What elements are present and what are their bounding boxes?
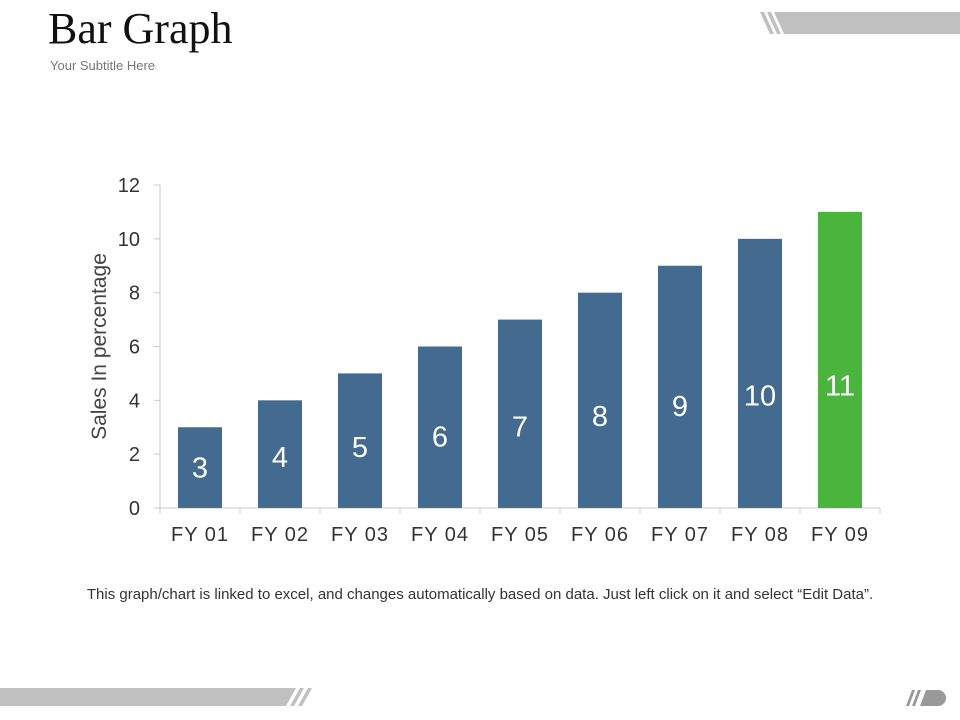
bar-data-label: 3 [192, 452, 208, 484]
bar-data-label: 8 [592, 401, 608, 433]
bar-chart: 0 2 4 6 8 10 12 Sales In percentage 3 FY 01 4 FY 02… [88, 175, 881, 546]
x-category-label: FY 04 [411, 524, 469, 546]
bar [178, 427, 222, 508]
x-category-label: FY 03 [331, 524, 389, 546]
bar [258, 400, 302, 508]
y-tick-label: 0 [129, 498, 140, 520]
bar [658, 265, 702, 508]
bar-data-label: 7 [512, 411, 528, 443]
y-tick-label: 12 [118, 175, 140, 197]
y-tick-label: 4 [129, 390, 140, 412]
bar [418, 346, 462, 508]
x-category-label: FY 09 [811, 524, 869, 546]
bar-data-label: 10 [744, 381, 776, 413]
y-axis-title: Sales In percentage [88, 253, 111, 440]
bar-data-label: 9 [672, 391, 688, 423]
y-tick-label: 6 [129, 337, 140, 359]
y-tick-label: 8 [129, 283, 140, 305]
bar [738, 238, 782, 509]
bar [338, 373, 382, 508]
x-category-label: FY 02 [251, 524, 309, 546]
bar [578, 292, 622, 508]
y-tick-label: 2 [129, 444, 140, 466]
bar-data-label: 11 [825, 370, 855, 402]
page-subtitle: Your Subtitle Here [50, 58, 156, 73]
page-title: Bar Graph [48, 4, 233, 53]
bar-data-label: 6 [432, 422, 448, 454]
y-tick-label: 10 [118, 229, 140, 251]
bar-data-label: 5 [352, 432, 368, 464]
x-category-label: FY 07 [651, 524, 709, 546]
x-category-label: FY 06 [571, 524, 629, 546]
x-category-label: FY 01 [171, 524, 229, 546]
bar-data-label: 4 [272, 442, 288, 474]
x-category-label: FY 05 [491, 524, 549, 546]
bar [818, 211, 862, 508]
bar [498, 319, 542, 508]
header-stripe-decoration [760, 12, 960, 34]
footnote: This graph/chart is linked to excel, and… [86, 586, 874, 603]
footer-stripe-decoration [0, 688, 312, 706]
x-category-label: FY 08 [731, 524, 789, 546]
slide-marker-decoration [906, 690, 946, 706]
